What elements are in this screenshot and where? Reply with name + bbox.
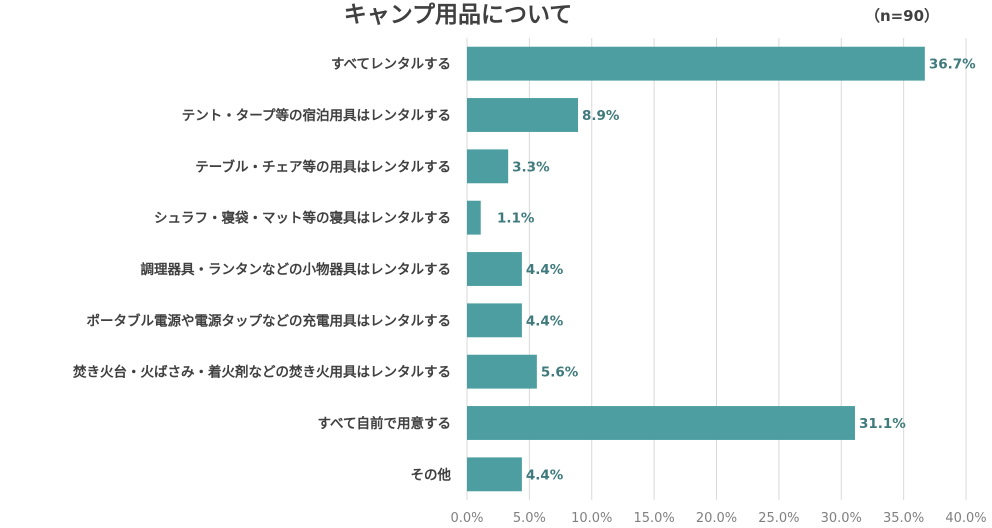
category-label: テント・タープ等の宿泊用具はレンタルする	[182, 107, 451, 124]
data-label: 4.4%	[526, 262, 564, 278]
bar	[467, 457, 522, 492]
bar	[467, 303, 522, 338]
data-label: 5.6%	[541, 365, 579, 381]
labels: 0.0% 5.0% 10.0% 15.0% 20.0% 25.0% 30.0% 35.0% 40…	[72, 57, 987, 526]
sample-size-note: （n=90）	[865, 7, 939, 25]
data-label: 4.4%	[526, 467, 564, 483]
bars	[467, 46, 925, 492]
category-label: 焚き火台・火ばさみ・着火剤などの焚き火用具はレンタルする	[72, 364, 451, 381]
bar	[467, 252, 522, 286]
x-tick-label: 0.0%	[450, 511, 483, 526]
category-label: 調理器具・ランタンなどの小物器具はレンタルする	[141, 261, 452, 278]
x-tick-label: 15.0%	[633, 511, 674, 526]
x-tick-label: 20.0%	[696, 511, 737, 526]
category-label: すべて自前で用意する	[317, 415, 451, 432]
data-label: 1.1%	[497, 211, 535, 227]
data-label: 3.3%	[512, 159, 550, 175]
category-label: シュラフ・寝袋・マット等の寝具はレンタルする	[154, 210, 451, 227]
bar	[467, 149, 509, 184]
x-tick-label: 40.0%	[945, 511, 986, 526]
category-label: その他	[411, 466, 452, 483]
bar	[467, 98, 579, 132]
data-label: 36.7%	[929, 57, 976, 73]
data-label: 8.9%	[582, 108, 620, 124]
data-label: 31.1%	[859, 416, 906, 432]
category-label: ポータブル電源や電源タップなどの充電用具はレンタルする	[87, 312, 452, 329]
x-tick-label: 35.0%	[883, 511, 924, 526]
x-tick-label: 25.0%	[758, 511, 799, 526]
bar	[467, 354, 537, 389]
chart-title: キャンプ用品について	[344, 2, 573, 28]
bar	[467, 46, 925, 81]
x-tick-label: 30.0%	[821, 511, 862, 526]
category-label: テーブル・チェア等の用具はレンタルする	[195, 158, 451, 175]
x-tick-label: 5.0%	[513, 511, 546, 526]
bar	[467, 200, 481, 235]
category-label: すべてレンタルする	[331, 57, 451, 73]
data-label: 4.4%	[526, 313, 564, 329]
x-tick-label: 10.0%	[571, 511, 612, 526]
bar	[467, 406, 855, 440]
